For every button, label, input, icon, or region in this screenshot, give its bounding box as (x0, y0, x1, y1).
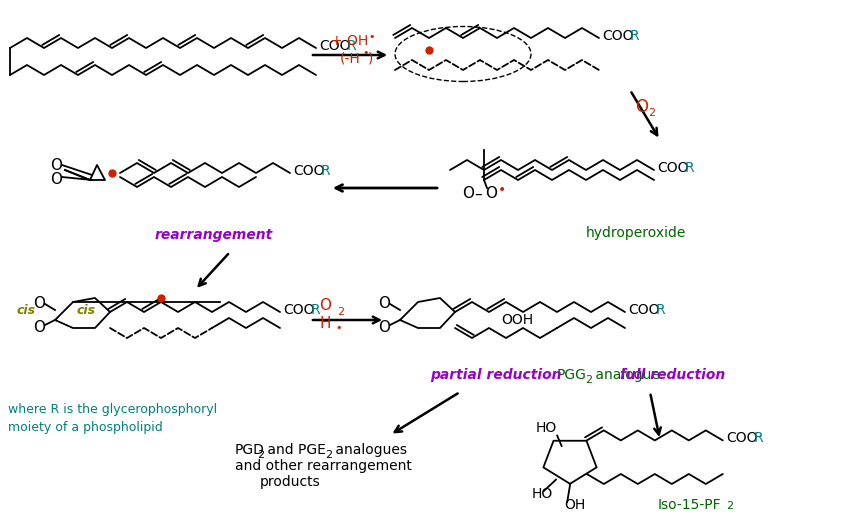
Text: COO: COO (726, 431, 757, 445)
Text: COO: COO (628, 303, 659, 317)
Text: R: R (656, 303, 665, 317)
Text: rearrangement: rearrangement (155, 228, 273, 242)
Text: PGD: PGD (235, 443, 265, 457)
Text: cis: cis (77, 303, 96, 316)
Text: COO: COO (283, 303, 315, 317)
Text: COO: COO (293, 164, 325, 178)
Text: + OH: + OH (331, 34, 368, 48)
Text: products: products (260, 475, 320, 489)
Text: OOH: OOH (501, 313, 533, 327)
Text: 2: 2 (726, 501, 733, 511)
Text: 2: 2 (648, 108, 655, 118)
Text: (-H: (-H (340, 52, 361, 66)
Text: 2: 2 (337, 307, 344, 317)
Text: partial reduction: partial reduction (430, 368, 562, 382)
Text: PGG: PGG (557, 368, 587, 382)
Text: COO: COO (602, 29, 633, 43)
Text: •: • (498, 183, 506, 197)
Text: O: O (50, 172, 62, 187)
Text: moiety of a phospholipid: moiety of a phospholipid (8, 421, 163, 434)
Text: full reduction: full reduction (620, 368, 725, 382)
Text: HO: HO (532, 487, 553, 501)
Text: where R is the glycerophosphoryl: where R is the glycerophosphoryl (8, 404, 217, 417)
Text: R: R (311, 303, 320, 317)
Text: O: O (50, 158, 62, 172)
Text: COO: COO (657, 161, 689, 175)
Text: O: O (33, 321, 45, 336)
Text: hydroperoxide: hydroperoxide (586, 226, 686, 240)
Text: HO: HO (535, 421, 557, 435)
Text: OH: OH (564, 498, 585, 512)
Text: R: R (630, 29, 640, 43)
Text: COO: COO (319, 39, 351, 53)
Text: R: R (321, 164, 331, 178)
Text: •: • (368, 32, 375, 42)
Text: O: O (462, 186, 474, 201)
Text: O: O (378, 296, 390, 312)
Text: •: • (335, 323, 341, 333)
Text: O: O (485, 186, 497, 201)
Text: analogue: analogue (591, 368, 660, 382)
Text: 2: 2 (325, 450, 332, 460)
Text: analogues: analogues (331, 443, 407, 457)
Text: •: • (362, 48, 369, 58)
Text: O: O (33, 296, 45, 312)
Text: ): ) (368, 52, 373, 66)
Text: R: R (754, 431, 764, 445)
Text: R: R (347, 39, 357, 53)
Text: O: O (319, 299, 331, 314)
Text: –: – (474, 186, 482, 201)
Text: and other rearrangement: and other rearrangement (235, 459, 412, 473)
Text: 2: 2 (257, 450, 264, 460)
Text: H: H (320, 316, 331, 331)
Text: O: O (635, 98, 648, 116)
Text: Iso-15-PF: Iso-15-PF (658, 498, 722, 512)
Text: 2: 2 (585, 375, 592, 385)
Text: O: O (378, 321, 390, 336)
Text: R: R (685, 161, 695, 175)
Text: cis: cis (17, 303, 36, 316)
Text: and PGE: and PGE (263, 443, 325, 457)
